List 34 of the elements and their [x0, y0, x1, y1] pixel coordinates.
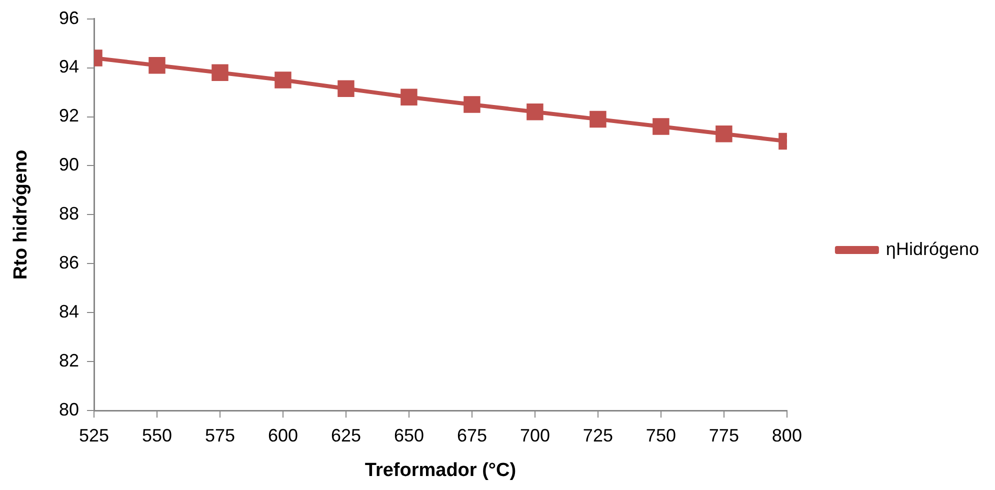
y-axis-title: Rto hidrógeno [10, 150, 32, 280]
x-tick-label: 575 [204, 425, 236, 446]
point [212, 64, 228, 82]
y-tick-label: 94 [58, 56, 79, 77]
y-tick-label: 92 [58, 106, 79, 126]
x-tick-label: 675 [456, 425, 487, 446]
x-tick-label: 525 [78, 425, 110, 446]
y-tick-label: 86 [58, 252, 79, 273]
x-tick-label: 650 [394, 425, 424, 446]
y-tick-label: 96 [58, 8, 79, 28]
x-tick-label: 775 [708, 425, 739, 446]
x-axis-title: Treformador (°C) [364, 460, 516, 481]
x-tick-label: 550 [142, 425, 172, 446]
point [526, 103, 544, 120]
y-tick-label: 82 [58, 350, 79, 371]
point [652, 118, 670, 135]
point [590, 110, 606, 128]
point [338, 80, 354, 97]
point [464, 96, 480, 113]
legend-label: ηHidrógeno [886, 238, 980, 259]
y-tick-label: 90 [58, 154, 79, 175]
y-tick-label: 84 [58, 302, 79, 322]
y-tick-label: 80 [58, 400, 79, 420]
x-tick-label: 725 [582, 425, 613, 446]
y-tick-label: 88 [58, 204, 79, 224]
point [274, 72, 292, 88]
x-tick-label: 700 [520, 425, 550, 446]
x-tick-label: 600 [268, 425, 298, 446]
point [148, 56, 166, 74]
point [400, 88, 418, 106]
x-tick-label: 800 [772, 425, 802, 446]
x-tick-label: 750 [646, 425, 676, 446]
x-tick-label: 625 [330, 425, 361, 446]
point [716, 126, 732, 142]
